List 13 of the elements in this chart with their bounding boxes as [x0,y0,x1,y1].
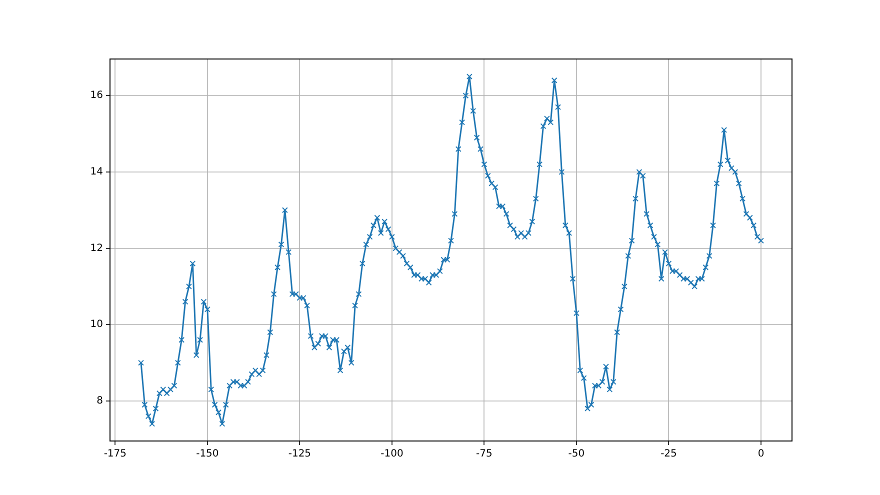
y-tick-label: 12 [90,242,103,254]
x-tick-label: 0 [758,448,764,460]
x-tick-label: -75 [476,448,492,460]
x-tick-label: -50 [568,448,585,460]
y-tick-label: 14 [90,166,103,178]
y-tick-label: 8 [96,396,103,407]
x-tick-label: -100 [380,448,404,460]
x-tick-label: -150 [196,448,219,460]
y-tick-label: 16 [90,90,103,102]
y-tick-label: 10 [90,319,103,330]
x-tick-label: -125 [288,448,312,460]
x-tick-label: -25 [660,448,677,460]
x-tick-label: -175 [104,448,127,460]
